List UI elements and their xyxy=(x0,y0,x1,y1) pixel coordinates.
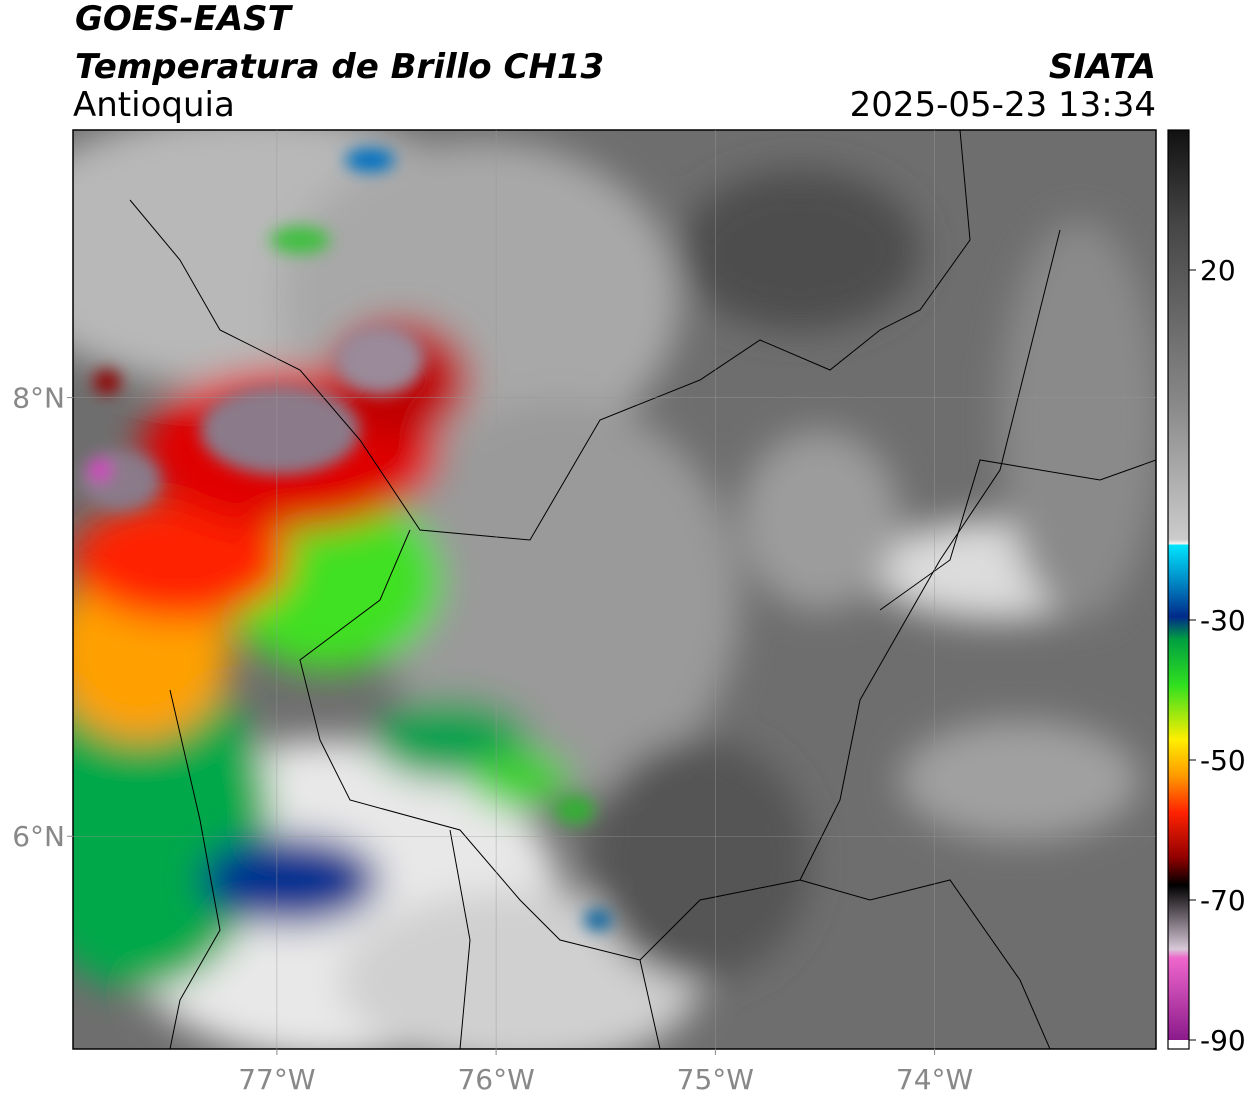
colorbar-under xyxy=(1168,1040,1189,1049)
x-tick-label: 77°W xyxy=(238,1063,315,1096)
source-label: SIATA xyxy=(1049,47,1156,87)
colorbar-tick-label: 20 xyxy=(1200,254,1236,287)
x-tick-label: 76°W xyxy=(457,1063,534,1096)
colorbar-tick-label: -50 xyxy=(1200,744,1246,777)
colorbar-tick-label: -30 xyxy=(1200,604,1246,637)
datetime-label: 2025-05-23 13:34 xyxy=(850,85,1156,125)
y-tick-label: 8°N xyxy=(12,382,65,415)
colorbar-tick-label: -70 xyxy=(1200,884,1246,917)
region-label: Antioquia xyxy=(73,85,235,125)
colorbar-tick-label: -90 xyxy=(1200,1024,1246,1057)
satellite-image xyxy=(73,130,1156,1049)
x-tick-label: 75°W xyxy=(677,1063,754,1096)
satellite-title: GOES-EAST xyxy=(75,0,294,39)
x-tick-label: 74°W xyxy=(896,1063,973,1096)
y-tick-label: 6°N xyxy=(12,820,65,853)
colorbar-gradient xyxy=(1168,130,1189,1040)
product-title: Temperatura de Brillo CH13 xyxy=(75,47,604,87)
map-frame xyxy=(72,129,1157,1050)
colorbar-frame xyxy=(1167,129,1190,1050)
